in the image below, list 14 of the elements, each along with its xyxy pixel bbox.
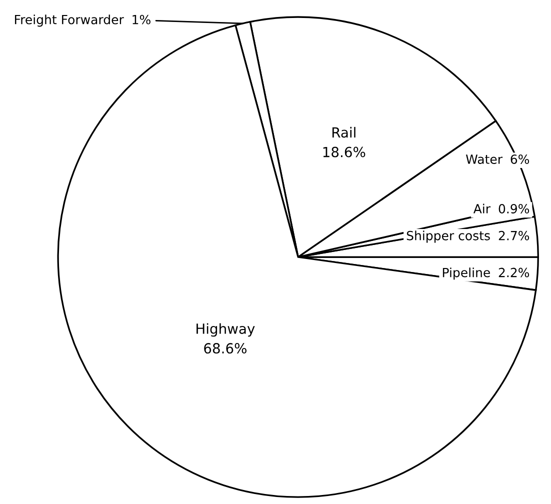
data-label: 68.6% xyxy=(204,343,246,354)
data-label: 18.6% xyxy=(323,146,366,158)
slice-label: Rail xyxy=(332,126,356,138)
slice-label: Freight Forwarder xyxy=(15,14,124,27)
slice-label: Air xyxy=(473,204,491,214)
data-label: 2.2% xyxy=(498,268,530,278)
slice-label: Water xyxy=(466,154,503,164)
data-label: 0.9% xyxy=(498,204,530,214)
data-label: 1% xyxy=(132,14,150,24)
slice-label: Shipper costs xyxy=(406,230,490,243)
slice-label: Pipeline xyxy=(442,268,490,280)
slice-label: Highway xyxy=(196,323,255,337)
data-label: 2.7% xyxy=(498,230,530,240)
data-label: 6% xyxy=(510,154,530,164)
